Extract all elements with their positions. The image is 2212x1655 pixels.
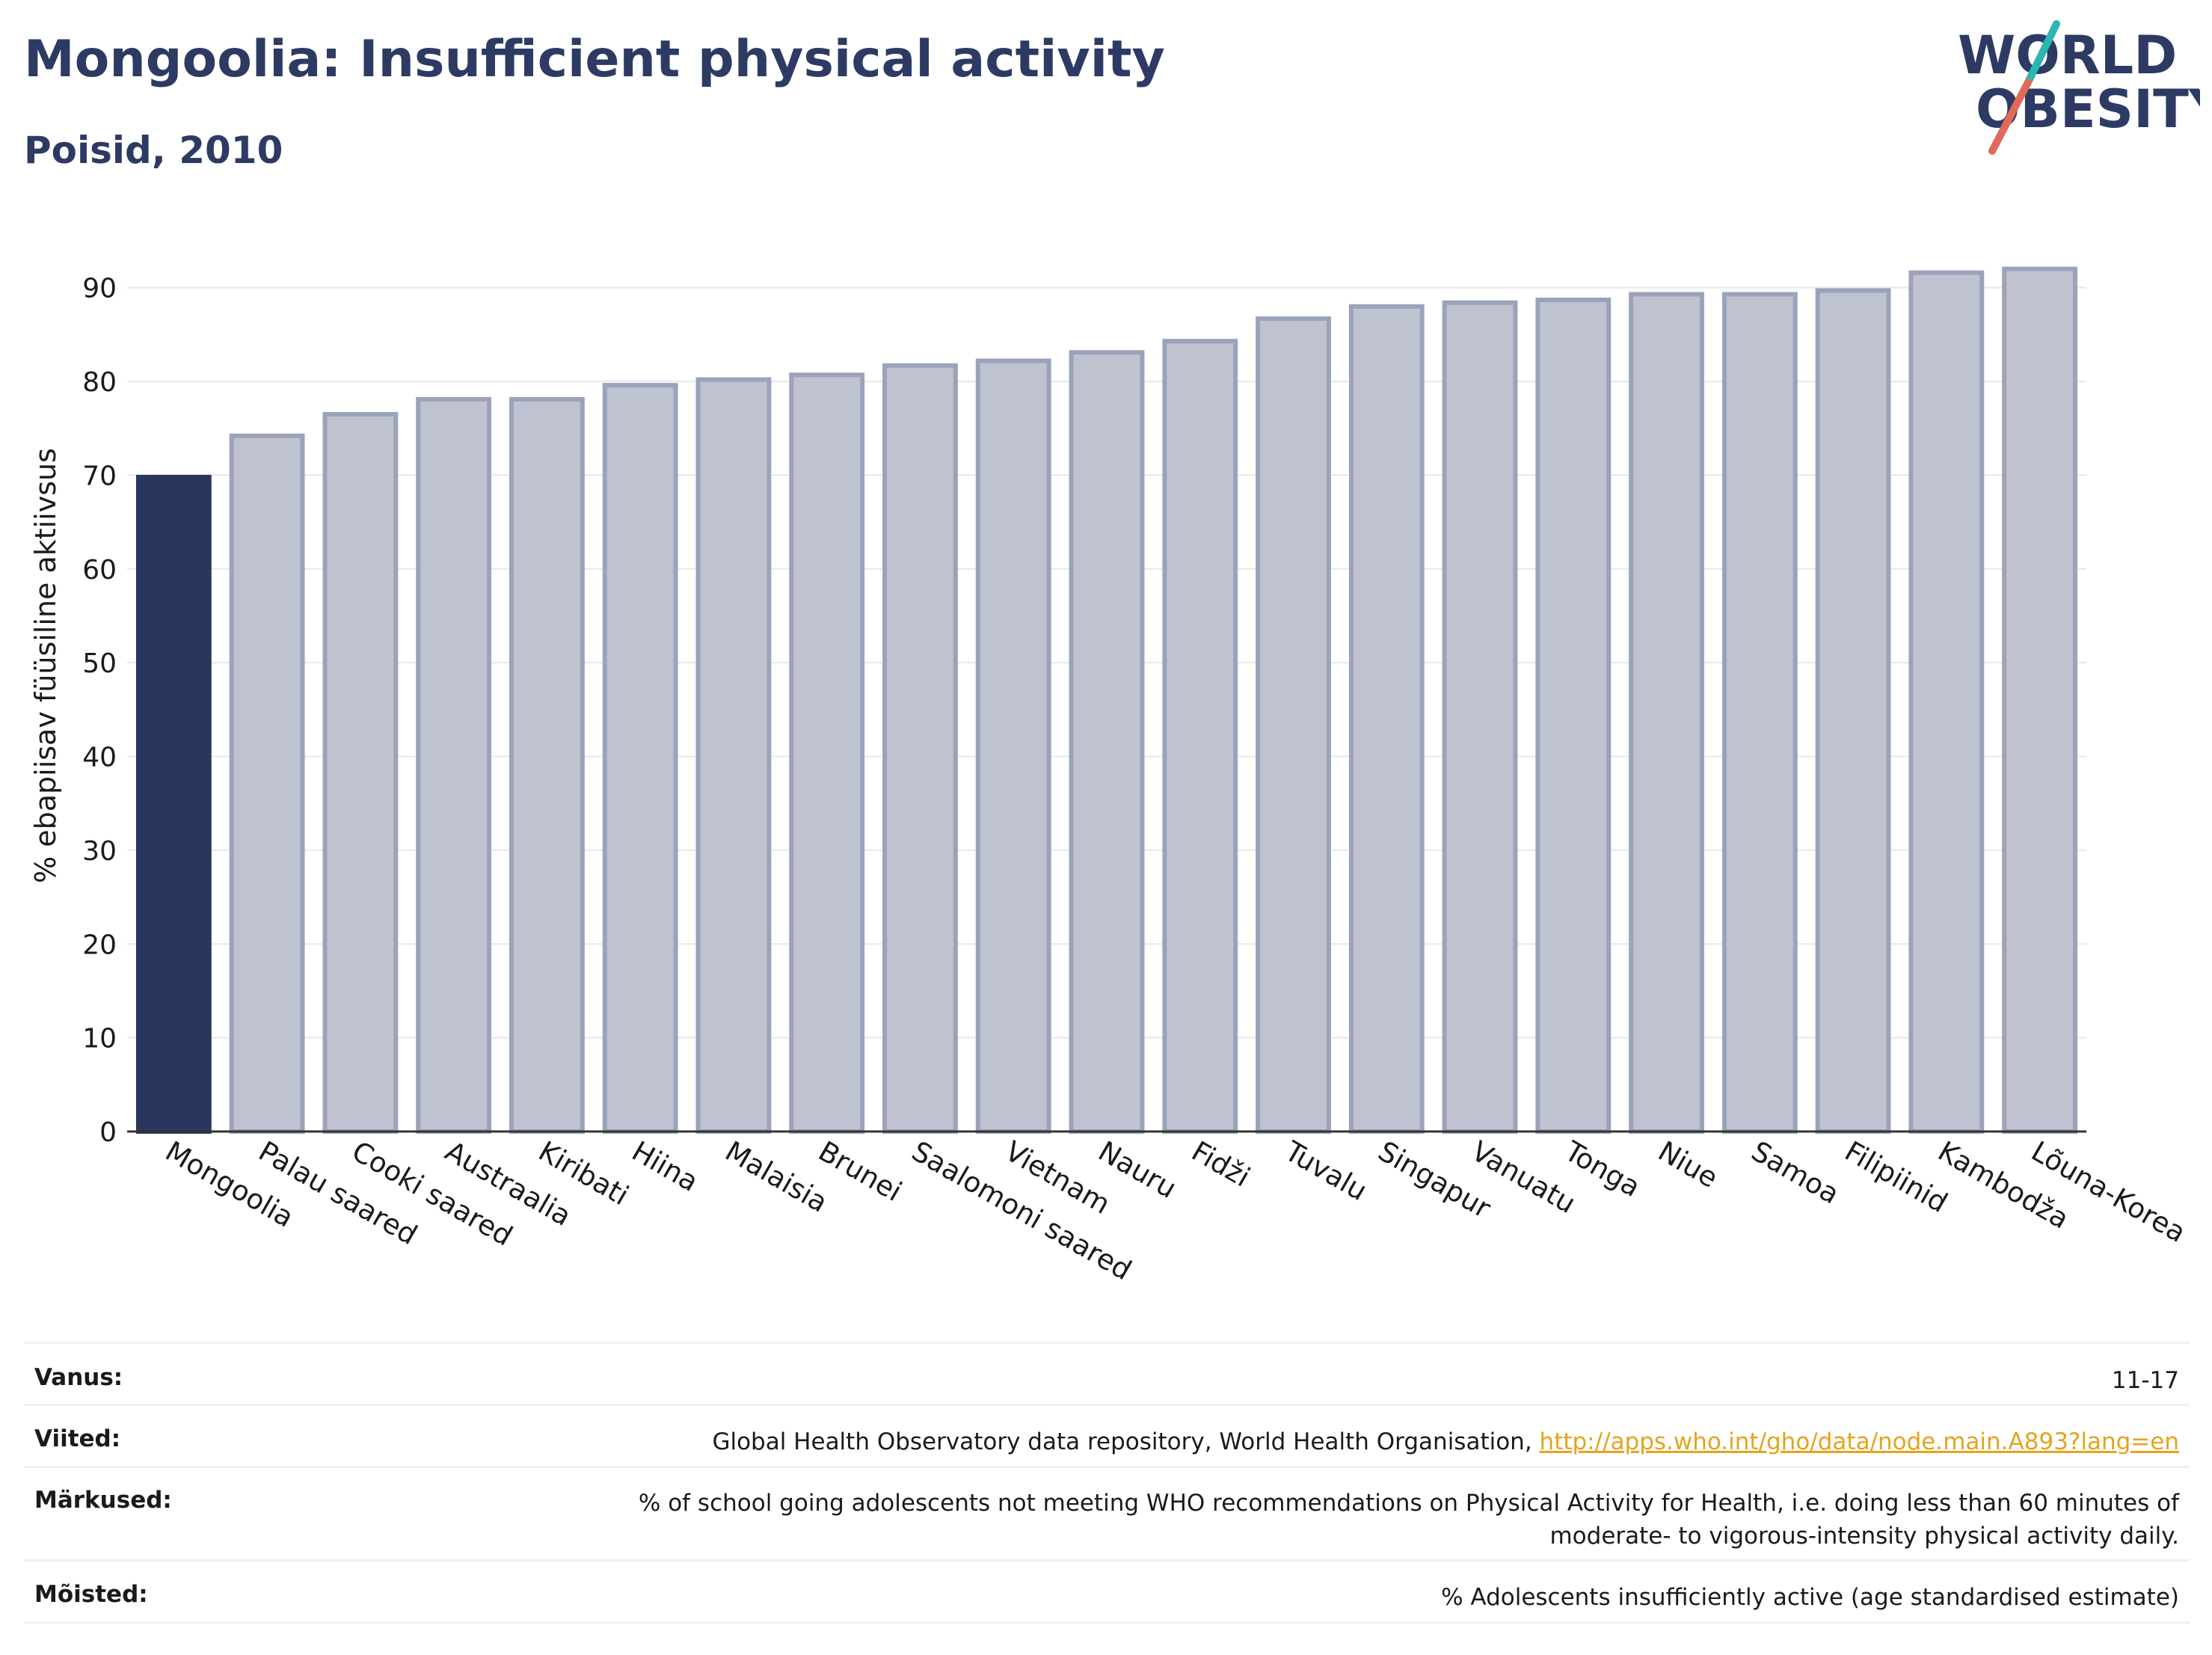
reference-link[interactable]: http://apps.who.int/gho/data/node.main.A… [1539,1428,2179,1455]
x-tick-label: Lõuna-Korea [2026,1135,2191,1249]
x-tick-label: Fidži [1186,1135,1256,1194]
x-tick-label: Niue [1653,1135,1723,1194]
logo-line1: WORLD [1958,25,2177,86]
logo-slash-teal [2024,20,2060,86]
notes-line1: % of school going adolescents not meetin… [638,1490,2179,1517]
meta-value-age: 11-17 [2111,1367,2179,1394]
x-tick-label: Filipiinid [1840,1135,1953,1220]
x-tick-label: Hiina [627,1135,704,1198]
bar-kiribati [509,396,585,1134]
meta-divider [24,1559,2190,1562]
bar-brunei [789,372,865,1134]
meta-divider [24,1404,2190,1406]
meta-divider [24,1466,2190,1468]
meta-value-definitions: % Adolescents insufficiently active (age… [1441,1584,2179,1611]
bar-vietnam [975,358,1051,1134]
x-tick-label: Tuvalu [1279,1134,1372,1207]
meta-divider [24,1342,2190,1344]
bar-saalomoni-saared [882,363,958,1134]
meta-divider [24,1621,2190,1624]
bar-samoa [1721,292,1798,1134]
y-tick-label: 70 [82,461,117,491]
y-tick-label: 80 [82,367,117,398]
meta-value-references: Global Health Observatory data repositor… [712,1425,2179,1458]
bar-niue [1629,292,1704,1134]
meta-label-age: Vanus: [34,1364,123,1391]
bar-l-una-korea [2002,266,2078,1134]
bar-vanuatu [1442,300,1518,1134]
bar-hiina [602,383,678,1134]
bar-singapur [1348,304,1425,1134]
y-tick-label: 90 [82,274,117,304]
y-tick-label: 50 [82,648,117,679]
y-tick-label: 30 [82,836,117,867]
y-tick-label: 40 [82,743,117,773]
bar-tuvalu [1256,316,1331,1134]
y-tick-label: 10 [82,1024,117,1054]
x-tick-label: Samoa [1746,1135,1845,1211]
y-tick-label: 60 [82,555,117,586]
bar-kambod-a [1908,270,1985,1134]
bar-palau-saared [229,433,305,1134]
meta-label-references: Viited: [34,1425,121,1452]
bar-nauru [1069,350,1145,1134]
chart-subtitle: Poisid, 2010 [24,129,283,172]
bars [135,266,2078,1134]
bar-mongoolia [135,474,212,1134]
y-tick-labels: 0 10 20 30 40 50 60 70 80 90 [82,274,117,1148]
bar-austraalia [416,396,492,1134]
y-axis-label: % ebapiisav füüsiline aktiivsus [29,448,62,883]
bar-malaisia [695,377,772,1134]
chart-title: Mongoolia: Insufficient physical activit… [24,30,1165,89]
world-obesity-logo: WORLD OBESITY [1958,20,2200,155]
metadata-table: Vanus: 11-17 Viited: Global Health Obser… [24,1342,2190,1626]
y-tick-label: 20 [82,930,117,960]
y-tick-label: 0 [99,1117,117,1148]
meta-label-notes: Märkused: [34,1487,172,1514]
reference-text: Global Health Observatory data repositor… [712,1428,1540,1455]
notes-line2: moderate- to vigorous-intensity physical… [1549,1523,2179,1550]
bar-filipiinid [1815,288,1891,1134]
meta-value-notes: % of school going adolescents not meetin… [639,1487,2179,1553]
bar-cooki-saared [322,411,399,1134]
x-tick-label: Malaisia [719,1135,832,1219]
logo-slash-red [1988,79,2032,155]
meta-label-definitions: Mõisted: [34,1581,148,1608]
bar-fid-i [1162,339,1238,1134]
x-tick-label: Palau saared [254,1135,423,1252]
bar-tonga [1535,297,1612,1134]
